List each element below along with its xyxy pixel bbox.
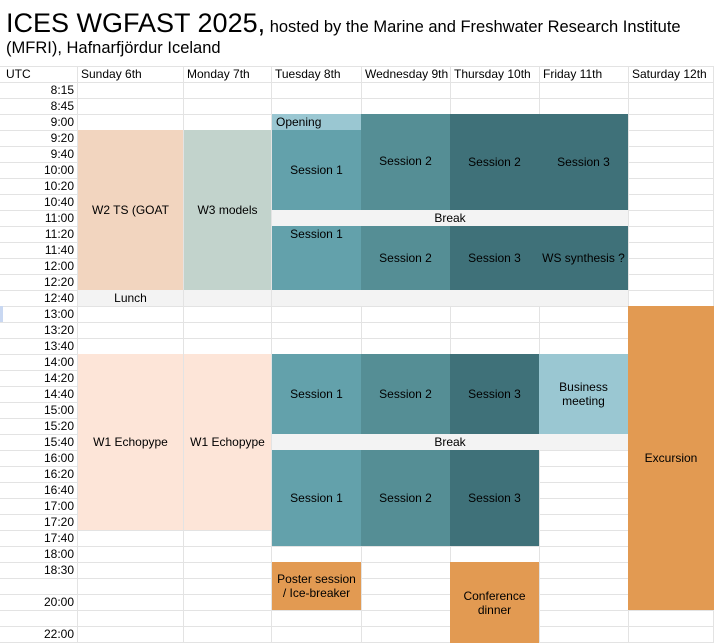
event-thursday-session-3-pm[interactable]: Session 3 [450,354,539,434]
row-selection-marker [0,306,3,322]
event-w2-ts[interactable]: W2 TS (GOAT [78,130,183,290]
time-label: 18:30 [43,563,74,577]
header-day-friday: Friday 11th [543,67,603,81]
time-label: 15:20 [43,419,74,433]
event-friday-ws-synthesis[interactable]: WS synthesis ? [539,226,628,290]
event-tuesday-session-1-late[interactable]: Session 1 [272,226,361,290]
time-label: 22:00 [43,627,74,641]
event-tuesday-session-1-am[interactable]: Session 1 [272,130,361,210]
event-lunch-band [272,290,628,306]
event-wednesday-session-2-late[interactable]: Session 2 [361,226,450,290]
header-day-monday: Monday 7th [187,67,250,81]
time-label: 14:00 [43,355,74,369]
time-label: 11:00 [44,211,74,225]
time-label: 18:00 [43,547,74,561]
time-label: 13:40 [43,339,74,353]
time-label: 12:40 [43,291,74,305]
time-label: 12:20 [43,275,74,289]
time-label: 16:40 [43,483,74,497]
time-label: 16:00 [43,451,74,465]
event-lunch-gap [184,290,271,306]
time-label: 9:20 [50,131,74,145]
event-w3-models[interactable]: W3 models [184,130,271,290]
header-day-thursday: Thursday 10th [454,67,531,81]
event-thursday-session-3-late[interactable]: Session 3 [450,226,539,290]
page-title: ICES WGFAST 2025, hosted by the Marine a… [6,8,712,58]
event-break-pm[interactable]: Break [272,434,628,450]
time-label: 14:20 [43,371,74,385]
time-label: 10:40 [43,195,74,209]
event-business-meeting[interactable]: Business meeting [539,354,628,434]
time-label: 8:45 [50,99,74,113]
header-day-wednesday: Wednesday 9th [365,67,449,81]
title-main: ICES WGFAST 2025, [6,8,266,38]
event-thursday-session-2-am[interactable]: Session 2 [450,114,539,210]
time-label [0,610,76,626]
header-day-tuesday: Tuesday 8th [275,67,341,81]
header-day-saturday: Saturday 12th [632,67,707,81]
time-label [0,578,76,594]
event-wednesday-session-2-eve[interactable]: Session 2 [361,450,450,546]
event-wednesday-session-2-am[interactable]: Session 2 [361,114,450,210]
event-poster-session[interactable]: Poster session / Ice-breaker [272,562,361,610]
event-tuesday-session-1-pm[interactable]: Session 1 [272,354,361,434]
event-tuesday-session-1-eve[interactable]: Session 1 [272,450,361,546]
time-label: 10:20 [43,179,74,193]
event-w1-echopype-monday[interactable]: W1 Echopype [184,354,271,530]
event-opening[interactable]: Opening [272,114,361,130]
time-label: 15:00 [43,403,74,417]
header-utc: UTC [6,67,31,81]
time-label: 20:00 [43,595,74,609]
time-label: 14:40 [43,387,74,401]
event-conference-dinner[interactable]: Conference dinner [450,562,539,643]
time-label: 9:40 [50,147,74,161]
time-label: 11:40 [44,243,74,257]
time-label: 17:00 [43,499,74,513]
time-label: 9:00 [50,115,74,129]
event-break-am[interactable]: Break [272,210,628,226]
time-label: 16:20 [43,467,74,481]
time-label: 13:20 [43,323,74,337]
header-day-sunday: Sunday 6th [81,67,142,81]
event-w1-echopype-sunday[interactable]: W1 Echopype [78,354,183,530]
time-label: 15:40 [43,435,74,449]
time-label: 17:20 [43,515,74,529]
time-label: 13:00 [43,307,74,321]
event-wednesday-session-2-pm[interactable]: Session 2 [361,354,450,434]
event-excursion[interactable]: Excursion [628,306,714,610]
time-label: 11:20 [44,227,74,241]
title-subtitle: hosted by the Marine and Freshwater Rese… [6,18,681,58]
event-friday-session-3-am[interactable]: Session 3 [539,114,628,210]
time-label: 12:00 [43,259,74,273]
time-label: 17:40 [43,531,74,545]
event-thursday-session-3-eve[interactable]: Session 3 [450,450,539,546]
time-label: 8:15 [50,83,74,97]
time-label: 10:00 [43,163,74,177]
event-lunch[interactable]: Lunch [78,290,183,306]
